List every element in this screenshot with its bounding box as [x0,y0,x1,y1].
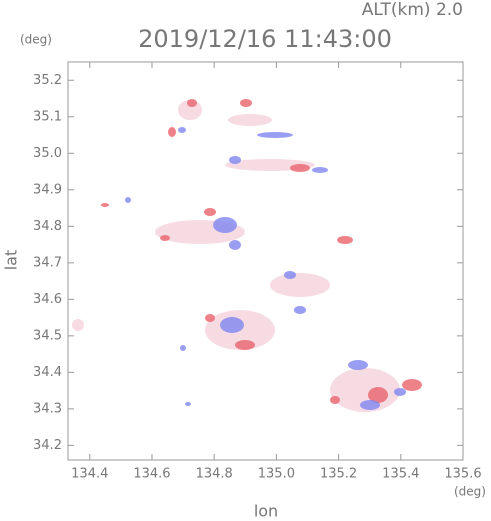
x-tick-label: 135.4 [382,467,419,482]
x-unit: (deg) [454,485,486,499]
plot-frame [67,61,464,461]
y-tick-label: 34.9 [33,182,62,197]
chart-title: 2019/12/16 11:43:00 [138,25,392,53]
altitude-label: ALT(km) 2.0 [362,0,463,20]
x-tick-label: 134.4 [71,467,108,482]
y-tick-label: 35.0 [33,146,62,161]
x-axis-label: lon [254,502,278,521]
y-tick-label: 34.2 [33,438,62,453]
y-tick-label: 35.2 [33,73,62,88]
x-tick-label: 134.8 [196,467,233,482]
x-tick-label: 135.0 [258,467,295,482]
echo-blobs [72,99,422,412]
x-tick-label: 134.6 [133,467,170,482]
y-axis-label: lat [2,250,21,271]
x-tick-label: 135.2 [320,467,357,482]
y-tick-label: 34.5 [33,328,62,343]
y-tick-label: 35.1 [33,109,62,124]
x-tick-label: 135.6 [444,467,481,482]
y-tick-label: 34.8 [33,219,62,234]
y-tick-label: 34.7 [33,255,62,270]
y-tick-label: 34.4 [33,365,62,380]
y-unit: (deg) [20,33,52,47]
y-tick-label: 34.6 [33,292,62,307]
y-tick-label: 34.3 [33,401,62,416]
